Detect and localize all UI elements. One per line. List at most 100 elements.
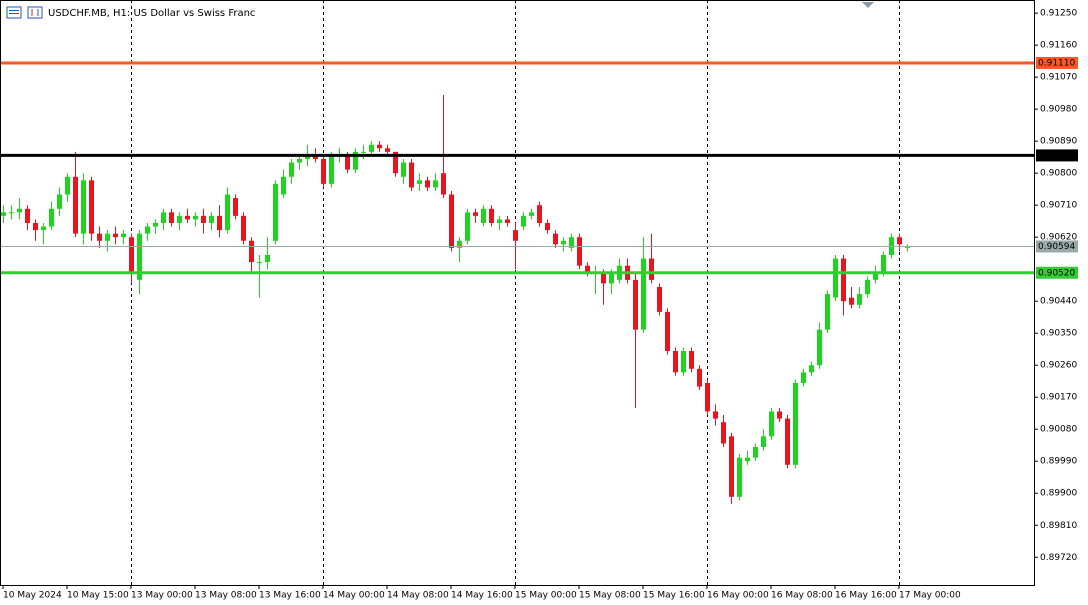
candle-body [697,368,702,387]
shift-marker[interactable] [862,2,874,8]
icon-chart[interactable] [27,6,43,19]
candle-body [529,212,534,216]
candle-body [881,254,886,273]
candle-body [897,237,902,245]
candle-body [601,272,606,284]
y-tick-label: 0.91070 [1040,73,1077,83]
toolbar-icons [6,6,43,19]
candle-body [385,148,390,152]
x-tick-label: 14 May 00:00 [323,591,385,601]
candle-body [561,240,566,245]
candle-body [441,173,446,195]
candle-body [825,294,830,330]
x-tick-label: 13 May 16:00 [259,591,321,601]
candle-body [905,246,910,248]
candle-body [665,311,670,351]
candle-body [689,351,694,369]
candle-body [729,436,734,497]
price-level-tag [1036,149,1078,162]
candle-body [393,151,398,174]
candle-body [153,222,158,227]
candle-body [657,286,662,312]
candle-body [201,215,206,223]
price-level-label: 0.90520 [1038,268,1075,278]
price-level-tag [1036,56,1078,69]
x-tick-label: 16 May 16:00 [835,591,897,601]
y-tick-label: 0.90350 [1040,329,1077,339]
candle-body [833,258,838,298]
candle-body [737,457,742,497]
y-tick-label: 0.89900 [1040,489,1077,499]
candle-body [233,198,238,216]
y-tick-label: 0.91160 [1040,41,1077,51]
candle-body [257,262,262,264]
candle-body [377,144,382,149]
candle-body [849,297,854,305]
candle-body [545,222,550,231]
candle-body [649,258,654,280]
candle-body [857,294,862,305]
candle-body [41,226,46,231]
candle-body [97,233,102,241]
candle-body [185,215,190,220]
candle-body [81,180,86,234]
candle-body [281,176,286,195]
candle-body [249,240,254,263]
x-tick-label: 10 May 15:00 [67,591,129,601]
x-tick-label: 14 May 08:00 [387,591,449,601]
candle-body [777,411,782,419]
candle-body [569,237,574,248]
candle-body [761,436,766,448]
candle-body [169,212,174,223]
candle-body [745,457,750,462]
candle-body [73,176,78,234]
candle-body [513,230,518,241]
candle-body [553,233,558,245]
candle-body [713,411,718,419]
candle-body [681,351,686,373]
y-tick-label: 0.89990 [1040,457,1077,467]
candle-body [297,158,302,163]
y-tick-label: 0.90980 [1040,105,1077,115]
candle-body [353,151,358,170]
candle-body [409,162,414,188]
y-tick-label: 0.90710 [1040,201,1077,211]
candle-body [89,180,94,234]
candle-body [105,233,110,241]
candle-body [121,233,126,238]
candle-body [161,212,166,223]
candle-body [329,155,334,184]
y-tick-label: 0.89720 [1040,553,1077,563]
candle-body [321,158,326,184]
candle-body [369,144,374,152]
y-tick-label: 0.90260 [1040,361,1077,371]
candle-body [225,194,230,231]
candle-body [841,258,846,302]
candle-body [457,240,462,248]
candle-body [577,237,582,266]
candle-body [633,279,638,330]
candle-body [609,272,614,284]
candle-body [241,215,246,241]
price-level-label: 0.90850 [1038,151,1075,161]
candle-body [785,418,790,465]
x-tick-label: 15 May 00:00 [515,591,577,601]
candle-body [265,254,270,263]
x-tick-label: 10 May 2024 [3,591,62,601]
y-tick-label: 0.90800 [1040,169,1077,179]
candle-body [769,411,774,437]
levels-layer [0,61,1034,275]
candle-body [129,237,134,273]
candle-body [145,226,150,234]
candle-body [537,205,542,223]
y-tick-label: 0.89810 [1040,521,1077,531]
plot-frame [0,0,1035,586]
candle-body [313,155,318,159]
candle-body [809,365,814,373]
candle-body [873,272,878,280]
candle-body [521,215,526,227]
candle-body [473,212,478,216]
y-tick-label: 0.91250 [1040,9,1077,19]
icon-list[interactable] [6,6,22,19]
